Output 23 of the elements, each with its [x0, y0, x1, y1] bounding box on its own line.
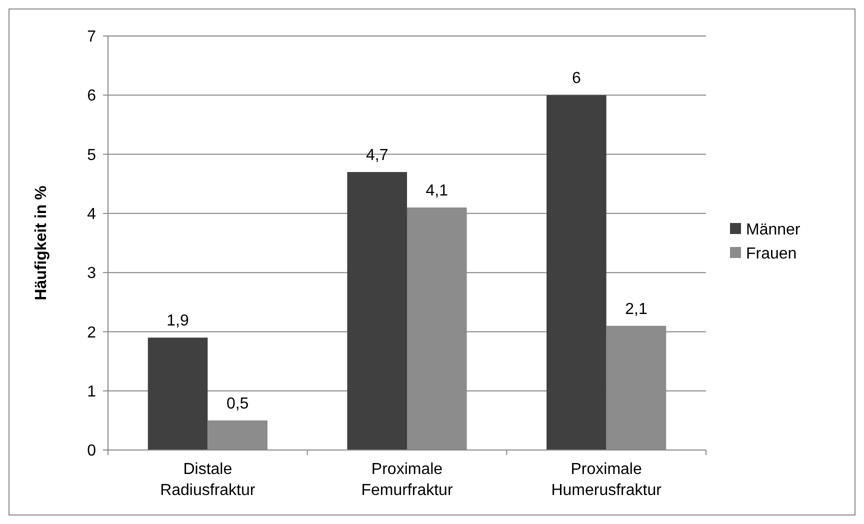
- data-label: 4,1: [426, 182, 448, 200]
- x-tick-label: Proximale Femurfraktur: [361, 461, 454, 499]
- y-tick-label: 7: [87, 28, 96, 46]
- y-axis-title: Häufigkeit in %: [33, 186, 50, 300]
- y-tick-label: 6: [87, 88, 96, 105]
- y-tick-label: 3: [87, 265, 96, 282]
- data-label: 6: [572, 70, 581, 88]
- legend-label: Männer: [746, 222, 801, 239]
- y-tick-label: 0: [87, 442, 96, 460]
- bar: [546, 95, 606, 450]
- bar: [347, 172, 407, 450]
- x-tick-label: Distale Radiusfraktur: [160, 461, 256, 499]
- data-label: 0,5: [226, 395, 249, 412]
- legend-label: Frauen: [746, 246, 797, 263]
- x-tick-label: Proximale Humerusfraktur: [551, 461, 662, 499]
- data-label: 2,1: [625, 300, 648, 318]
- y-tick-label: 4: [87, 206, 96, 224]
- y-tick-label: 1: [87, 383, 96, 400]
- y-tick-label: 5: [87, 146, 96, 164]
- y-tick-label: 2: [87, 324, 96, 342]
- data-label: 1,9: [166, 312, 189, 330]
- bar: [148, 338, 208, 450]
- data-label: 4,7: [366, 147, 388, 164]
